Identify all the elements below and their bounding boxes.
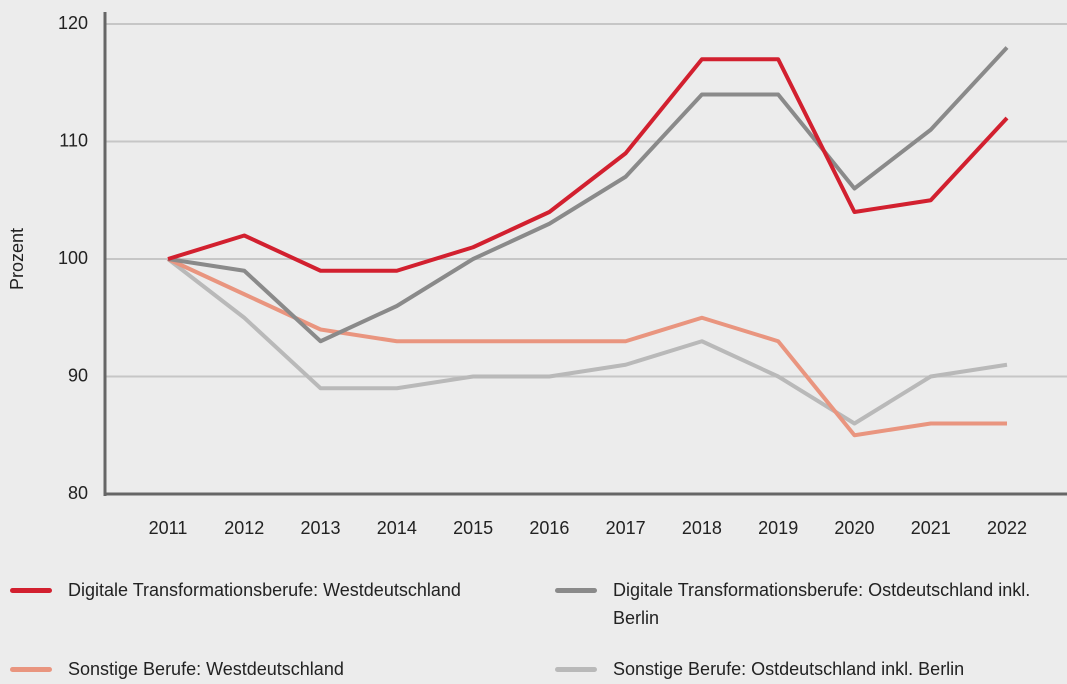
legend-item: Digitale Transformationsberufe: Westdeut…: [10, 576, 498, 604]
x-tick-label: 2014: [377, 518, 417, 538]
y-tick-label: 80: [68, 483, 88, 503]
legend-item: Sonstige Berufe: Ostdeutschland inkl. Be…: [555, 655, 1043, 683]
x-tick-label: 2011: [149, 518, 188, 538]
legend-swatch: [10, 667, 52, 672]
x-tick-label: 2022: [987, 518, 1027, 538]
x-tick-label: 2020: [834, 518, 874, 538]
x-tick-label: 2015: [453, 518, 493, 538]
legend-label: Digitale Transformationsberufe: Westdeut…: [68, 580, 461, 600]
series-line: [167, 46, 1009, 344]
y-tick-label: 90: [68, 365, 88, 385]
legend-label: Digitale Transformationsberufe: Ostdeuts…: [613, 580, 1031, 628]
y-axis-label: Prozent: [7, 228, 27, 290]
x-tick-label: 2017: [606, 518, 646, 538]
y-tick-label: 110: [59, 130, 88, 150]
series-line: [167, 257, 1007, 438]
x-tick-label: 2019: [758, 518, 798, 538]
y-tick-label: 120: [58, 13, 88, 33]
series-line: [166, 257, 1008, 426]
legend-item: Digitale Transformationsberufe: Ostdeuts…: [555, 576, 1043, 632]
x-tick-label: 2012: [224, 518, 264, 538]
legend-item: Sonstige Berufe: Westdeutschland: [10, 655, 498, 683]
series-line: [167, 57, 1009, 273]
x-tick-label: 2018: [682, 518, 722, 538]
legend-swatch: [555, 588, 597, 593]
x-tick-label: 2016: [529, 518, 569, 538]
legend-label: Sonstige Berufe: Westdeutschland: [68, 659, 344, 679]
legend-label: Sonstige Berufe: Ostdeutschland inkl. Be…: [613, 659, 965, 679]
legend-swatch: [10, 588, 52, 593]
y-tick-label: 100: [58, 248, 88, 268]
x-tick-label: 2013: [301, 518, 341, 538]
x-tick-label: 2021: [911, 518, 951, 538]
legend-swatch: [555, 667, 597, 672]
